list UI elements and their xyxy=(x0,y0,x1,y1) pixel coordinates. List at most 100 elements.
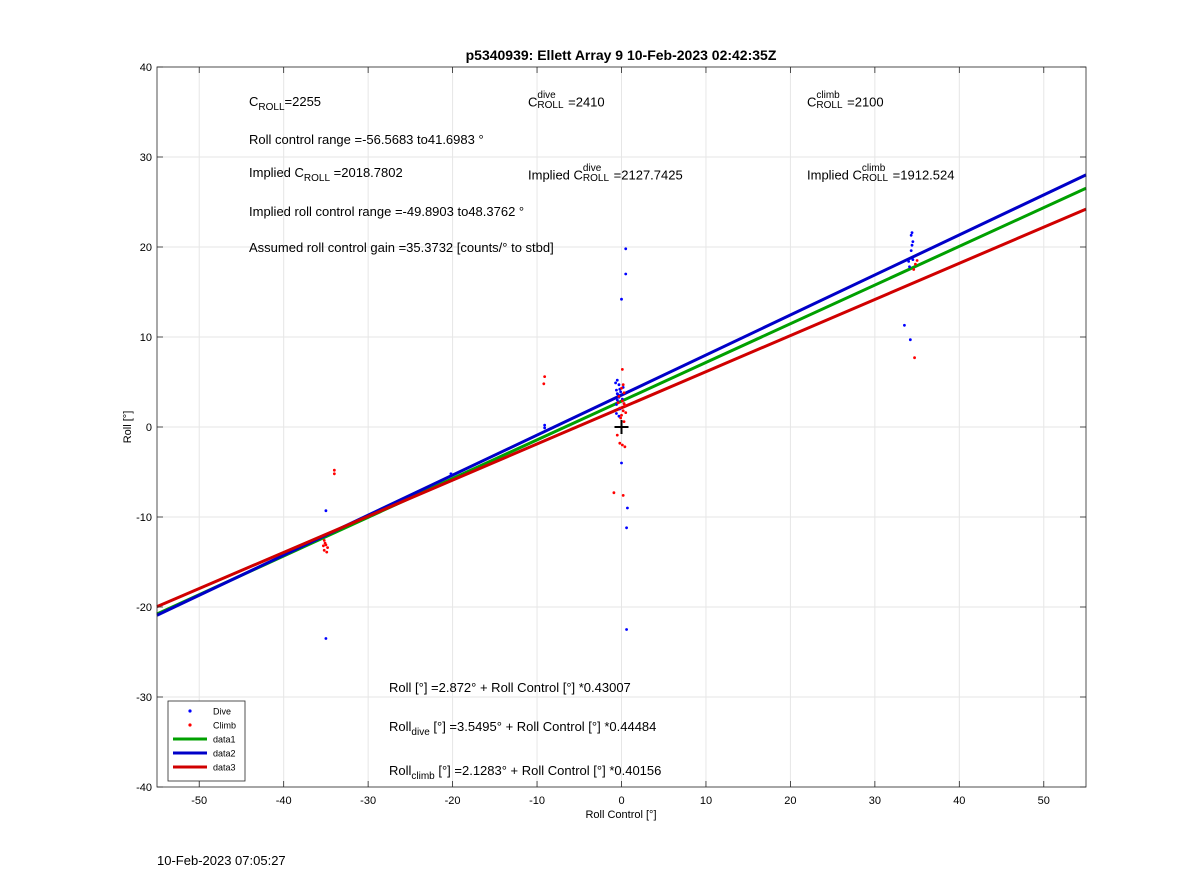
y-axis-label: Roll [°] xyxy=(122,411,134,444)
data-points xyxy=(321,231,919,640)
legend: Dive Climb data1 data2 data3 xyxy=(167,700,246,782)
chart-title: p5340939: Ellett Array 9 10-Feb-2023 02:… xyxy=(466,47,777,63)
point-climb xyxy=(621,494,625,497)
point-climb xyxy=(618,406,622,410)
point-dive xyxy=(615,403,618,406)
fit-line-data3 xyxy=(156,207,1087,608)
x-tick-label: -10 xyxy=(529,795,545,807)
y-tick-label: 40 xyxy=(140,62,152,74)
point-climb xyxy=(325,550,329,554)
x-tick-label: 50 xyxy=(1038,795,1050,807)
point-climb xyxy=(620,368,624,371)
point-dive xyxy=(910,243,914,247)
point-climb xyxy=(616,401,620,405)
point-dive xyxy=(911,240,915,244)
fit-dive-equation: [°] =3.5495° + Roll Control [°] *0.44484 xyxy=(429,719,657,734)
c-roll-annotation: CROLL=2255 xyxy=(249,95,321,113)
c-roll-dive-subscript: ROLL xyxy=(537,100,564,111)
y-tick-label: 10 xyxy=(140,332,152,344)
c-roll-climb-symbol: C xyxy=(807,94,817,110)
point-climb xyxy=(621,383,625,387)
footer-timestamp: 10-Feb-2023 07:05:27 xyxy=(157,853,286,868)
point-climb xyxy=(624,411,628,414)
y-tick-label: 20 xyxy=(140,242,152,254)
point-dive xyxy=(617,414,621,418)
point-climb xyxy=(620,399,624,403)
c-roll-climb-subscript: ROLL xyxy=(816,100,843,111)
x-tick-label: 20 xyxy=(784,795,796,807)
implied-c-roll-climb-superscript: climb xyxy=(861,163,886,174)
legend-label: data3 xyxy=(213,763,236,773)
point-dive xyxy=(615,392,619,396)
point-dive xyxy=(324,509,328,513)
fit-dive-annotation: Rolldive [°] =3.5495° + Roll Control [°]… xyxy=(389,720,656,738)
point-climb xyxy=(332,468,336,472)
point-climb xyxy=(322,539,326,542)
point-dive xyxy=(615,378,619,382)
point-dive xyxy=(908,338,912,342)
roll-range-annotation: Roll control range =-56.5683 to41.6983 ° xyxy=(249,132,484,147)
point-dive xyxy=(324,637,328,640)
point-climb xyxy=(619,416,623,420)
x-axis-label: Roll Control [°] xyxy=(585,809,656,821)
implied-range-annotation: Implied roll control range =-49.8903 to4… xyxy=(249,204,525,219)
point-dive xyxy=(620,297,623,301)
legend-label: data2 xyxy=(213,749,236,759)
point-climb xyxy=(543,375,547,378)
point-climb xyxy=(620,443,624,447)
implied-c-roll-dive-superscript: dive xyxy=(582,163,602,174)
implied-c-roll-subscript: ROLL xyxy=(303,173,331,184)
c-roll-subscript: ROLL xyxy=(258,102,285,113)
point-dive xyxy=(449,472,453,476)
point-dive xyxy=(907,260,911,263)
x-tick-label: 30 xyxy=(869,795,881,807)
point-climb xyxy=(622,420,626,423)
implied-c-roll-climb-prefix: Implied C xyxy=(807,167,862,183)
implied-c-roll-value: =2018.7802 xyxy=(330,165,403,180)
point-dive xyxy=(624,272,628,276)
fit-climb-annotation: Rollclimb [°] =2.1283° + Roll Control [°… xyxy=(389,764,661,782)
implied-c-roll-climb-subscript: ROLL xyxy=(861,173,889,184)
point-climb xyxy=(623,445,627,449)
legend-label: Dive xyxy=(213,707,231,717)
implied-c-roll-prefix: Implied C xyxy=(249,165,304,180)
c-roll-dive-value: =2410 xyxy=(564,94,605,110)
c-roll-symbol: C xyxy=(249,94,259,109)
fit-dive-subscript: dive xyxy=(411,727,430,738)
axis-ticks: -50 -40 -30 -20 -10 0 10 20 30 40 50 -40 -30 -20 -10 0 1… xyxy=(136,62,1086,807)
point-dive xyxy=(620,461,623,465)
x-tick-label: -20 xyxy=(445,795,461,807)
point-climb xyxy=(622,391,626,395)
point-dive xyxy=(543,423,547,427)
point-dive xyxy=(909,249,913,253)
point-climb xyxy=(321,544,325,548)
implied-c-roll-dive-subscript: ROLL xyxy=(582,173,610,184)
point-dive xyxy=(909,233,913,237)
point-climb xyxy=(615,433,619,437)
c-roll-climb-superscript: climb xyxy=(816,90,840,101)
implied-c-roll-dive-value: =2127.7425 xyxy=(610,167,683,183)
implied-c-roll-annotation: Implied CROLL =2018.7802 xyxy=(249,166,403,184)
point-climb xyxy=(915,259,919,262)
point-climb xyxy=(326,546,329,549)
fit-climb-subscript: climb xyxy=(411,771,435,782)
c-roll-dive-symbol: C xyxy=(528,94,538,110)
point-dive xyxy=(625,526,628,530)
x-tick-label: -30 xyxy=(360,795,376,807)
point-dive xyxy=(615,412,618,415)
y-tick-label: -30 xyxy=(136,692,152,704)
c-roll-climb-value: =2100 xyxy=(843,94,884,110)
point-dive xyxy=(626,506,629,510)
point-climb xyxy=(622,402,626,405)
point-climb xyxy=(914,262,917,266)
point-climb xyxy=(620,386,623,390)
legend-label: data1 xyxy=(213,735,236,745)
point-climb xyxy=(912,268,916,271)
point-climb xyxy=(621,409,625,413)
origin-marker xyxy=(614,420,629,434)
c-roll-value: =2255 xyxy=(284,94,322,109)
